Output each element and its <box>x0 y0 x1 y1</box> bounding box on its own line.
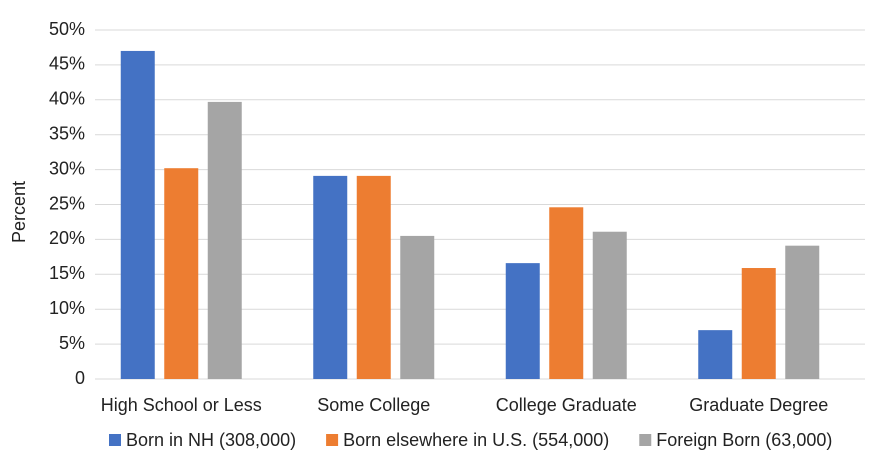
bar <box>313 175 348 379</box>
bar <box>592 231 627 379</box>
bar <box>549 207 584 379</box>
legend-label: Foreign Born (63,000) <box>656 430 832 450</box>
bar <box>698 330 733 379</box>
y-tick-label: 40% <box>49 89 85 109</box>
legend-label: Born elsewhere in U.S. (554,000) <box>343 430 609 450</box>
y-tick-label: 15% <box>49 263 85 283</box>
x-tick-label: Some College <box>317 395 430 415</box>
y-tick-label: 35% <box>49 123 85 143</box>
bar <box>356 175 391 379</box>
y-tick-label: 45% <box>49 54 85 74</box>
bar <box>400 235 435 379</box>
bar <box>785 245 820 379</box>
bar <box>164 168 199 379</box>
legend-label: Born in NH (308,000) <box>126 430 296 450</box>
x-tick-label: College Graduate <box>496 395 637 415</box>
y-tick-label: 5% <box>59 333 85 353</box>
legend-swatch <box>639 434 652 446</box>
x-tick-label: High School or Less <box>101 395 262 415</box>
legend-swatch <box>326 434 339 446</box>
bar <box>120 50 155 379</box>
x-tick-label: Graduate Degree <box>689 395 828 415</box>
bar <box>207 101 242 380</box>
legend-swatch <box>109 434 121 446</box>
y-tick-label: 0 <box>75 368 85 388</box>
y-axis-label: Percent <box>9 181 29 243</box>
bar <box>505 263 540 379</box>
y-tick-label: 10% <box>49 298 85 318</box>
bar <box>741 268 776 379</box>
y-tick-label: 25% <box>49 193 85 213</box>
y-tick-label: 30% <box>49 158 85 178</box>
y-tick-label: 20% <box>49 228 85 248</box>
y-tick-label: 50% <box>49 19 85 39</box>
